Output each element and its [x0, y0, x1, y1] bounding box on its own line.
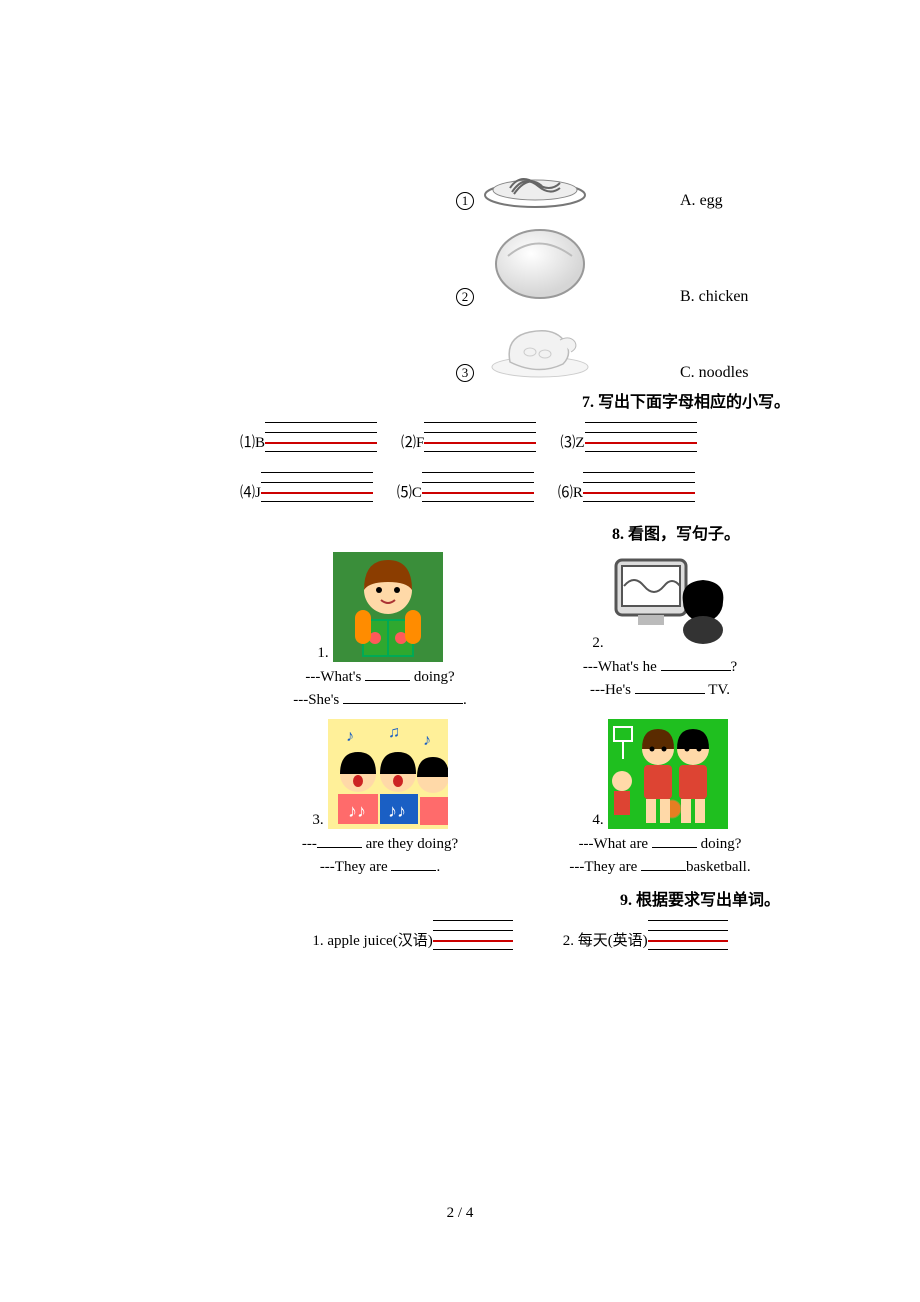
svg-text:♪: ♪ — [423, 732, 431, 749]
picture-kids-singing: ♪ ♫ ♪ ♪♪ ♪♪ — [328, 719, 448, 829]
q9-title: 根据要求写出单词。 — [636, 892, 780, 909]
blank[interactable] — [317, 833, 362, 848]
q7-title: 写出下面字母相应的小写。 — [598, 394, 790, 411]
q7-heading: 7. 写出下面字母相应的小写。 — [240, 388, 800, 412]
blank[interactable] — [652, 833, 697, 848]
q7-label: ⑶Z — [560, 431, 584, 452]
q8-item: 1. ---What's doing? ---She's . — [260, 552, 500, 711]
q7-cell: ⑵F — [401, 420, 536, 452]
q9-number: 9. — [620, 892, 632, 909]
circled-2: 2 — [456, 288, 474, 306]
worksheet-page: 1 A. egg 2 — [240, 150, 800, 968]
q8-index: 1. — [317, 645, 328, 662]
q7-row-2: ⑷J ⑸C ⑹R — [240, 470, 800, 502]
q8-text: ---What's doing? ---She's . — [260, 666, 500, 711]
match-image-egg — [480, 216, 680, 306]
q7-cell: ⑸C — [397, 470, 534, 502]
q8-text: ---What are doing? ---They are basketbal… — [540, 833, 780, 878]
four-line-blank[interactable] — [585, 420, 697, 452]
four-line-blank[interactable] — [583, 470, 695, 502]
match-number: 1 — [240, 192, 480, 210]
four-line-blank[interactable] — [648, 918, 728, 950]
q8-index: 4. — [592, 812, 603, 829]
match-option: C. noodles — [680, 364, 748, 382]
q9-label: 2. 每天(英语) — [563, 929, 648, 950]
svg-text:♫: ♫ — [388, 724, 400, 741]
circled-3: 3 — [456, 364, 474, 382]
blank[interactable] — [365, 666, 410, 681]
q8-number: 8. — [612, 526, 624, 543]
q8-index: 3. — [312, 812, 323, 829]
option-letter: C. — [680, 364, 695, 381]
picture-boy-tv — [608, 552, 728, 652]
match-number: 2 — [240, 288, 480, 306]
q7-label: ⑵F — [401, 431, 424, 452]
option-letter: A. — [680, 192, 696, 209]
q7-cell: ⑴B — [240, 420, 377, 452]
q9-label: 1. apple juice(汉语) — [312, 929, 432, 950]
q7-label: ⑸C — [397, 481, 422, 502]
q9-cell: 1. apple juice(汉语) — [312, 918, 512, 950]
q7-number: 7. — [582, 394, 594, 411]
q8-row-2: 3. ♪ ♫ ♪ ♪♪ — [240, 719, 800, 878]
match-option: A. egg — [680, 192, 723, 210]
picture-kids-basketball — [608, 719, 728, 829]
option-letter: B. — [680, 288, 695, 305]
four-line-blank[interactable] — [261, 470, 373, 502]
four-line-blank[interactable] — [265, 420, 377, 452]
blank[interactable] — [391, 856, 436, 871]
option-text: chicken — [699, 288, 749, 305]
match-row: 2 B. chicken — [240, 216, 800, 306]
match-row: 1 A. egg — [240, 150, 800, 210]
blank[interactable] — [661, 656, 731, 671]
four-line-blank[interactable] — [424, 420, 536, 452]
q7-cell: ⑶Z — [560, 420, 696, 452]
option-text: egg — [700, 192, 723, 209]
svg-text:♪♪: ♪♪ — [348, 801, 366, 821]
q8-index: 2. — [592, 635, 603, 652]
q8-item: 3. ♪ ♫ ♪ ♪♪ — [260, 719, 500, 878]
svg-text:♪♪: ♪♪ — [388, 801, 406, 821]
q9-row: 1. apple juice(汉语) 2. 每天(英语) — [240, 918, 800, 950]
q7-cell: ⑹R — [558, 470, 695, 502]
q7-row-1: ⑴B ⑵F ⑶Z — [240, 420, 800, 452]
four-line-blank[interactable] — [422, 470, 534, 502]
circled-1: 1 — [456, 192, 474, 210]
blank[interactable] — [635, 679, 705, 694]
blank[interactable] — [641, 856, 686, 871]
svg-text:♪: ♪ — [346, 728, 354, 745]
match-image-noodles — [480, 150, 680, 210]
q8-title: 看图，写句子。 — [628, 526, 740, 543]
q7-label: ⑴B — [240, 431, 265, 452]
q9-heading: 9. 根据要求写出单词。 — [240, 886, 800, 910]
match-option: B. chicken — [680, 288, 748, 306]
q7-label: ⑷J — [240, 481, 261, 502]
q7-label: ⑹R — [558, 481, 583, 502]
match-row: 3 C. noodles — [240, 312, 800, 382]
q8-item: 2. ---What's he ? ---He's TV. — [540, 552, 780, 711]
page-number: 2 / 4 — [0, 1205, 920, 1222]
q8-text: ---What's he ? ---He's TV. — [540, 656, 780, 701]
picture-girl-reading — [333, 552, 443, 662]
q8-text: --- are they doing? ---They are . — [260, 833, 500, 878]
q8-row-1: 1. ---What's doing? ---She's . — [240, 552, 800, 711]
q9-cell: 2. 每天(英语) — [563, 918, 728, 950]
four-line-blank[interactable] — [433, 918, 513, 950]
match-image-chicken — [480, 312, 680, 382]
blank[interactable] — [343, 689, 463, 704]
option-text: noodles — [699, 364, 749, 381]
q8-item: 4. — [540, 719, 780, 878]
q7-cell: ⑷J — [240, 470, 373, 502]
q8-heading: 8. 看图，写句子。 — [240, 520, 800, 544]
match-number: 3 — [240, 364, 480, 382]
